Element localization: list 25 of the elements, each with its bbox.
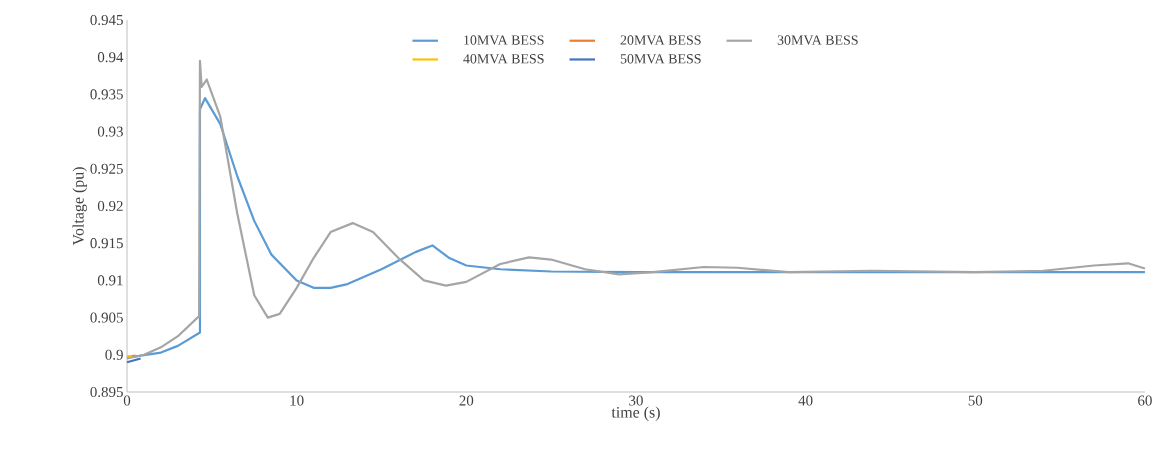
legend-label: 10MVA BESS — [464, 35, 544, 45]
legend-label: 20MVA BESS — [620, 35, 701, 45]
x-tick-label: 40 — [798, 395, 813, 406]
y-tick-label: 0.91 — [97, 275, 123, 286]
x-axis-title: time (s) — [611, 406, 660, 421]
x-tick-label: 60 — [1138, 395, 1152, 406]
y-tick-label: 0.915 — [90, 238, 123, 249]
y-tick-label: 0.94 — [97, 52, 124, 63]
y-tick-label: 0.925 — [90, 163, 123, 174]
y-tick-label: 0.935 — [90, 89, 123, 100]
x-tick-label: 10 — [290, 395, 304, 406]
legend-label: 30MVA BESS — [777, 35, 858, 45]
x-tick-label: 30 — [629, 395, 643, 406]
y-axis-title: Voltage (pu) — [72, 167, 87, 246]
y-tick-label: 0.9 — [105, 349, 123, 360]
y-tick-label: 0.895 — [90, 386, 123, 398]
y-tick-label: 0.905 — [90, 312, 123, 323]
legend-label: 40MVA BESS — [463, 54, 544, 64]
x-tick-label: 0 — [123, 395, 131, 406]
x-tick-label: 50 — [968, 395, 983, 406]
x-tick-label: 20 — [459, 395, 474, 406]
y-tick-label: 0.945 — [90, 14, 123, 26]
legend-label: 50MVA BESS — [620, 54, 701, 64]
y-tick-label: 0.92 — [97, 200, 123, 212]
y-tick-label: 0.93 — [97, 126, 123, 137]
